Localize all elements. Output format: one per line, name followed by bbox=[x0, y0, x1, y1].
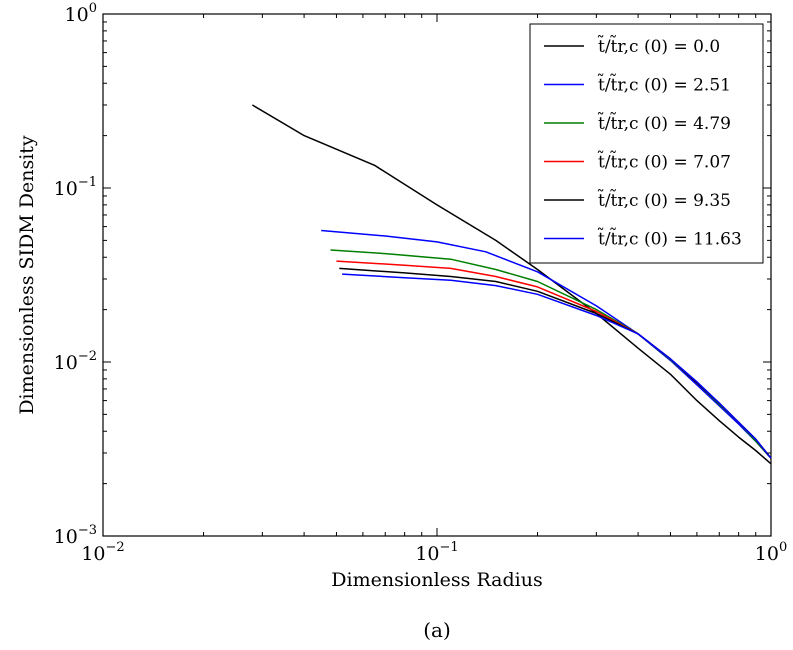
legend-entry: t̃/t̃r,c (0) = 0.0 bbox=[597, 35, 720, 57]
legend-entry: t̃/t̃r,c (0) = 7.07 bbox=[597, 151, 731, 173]
series-line-1 bbox=[252, 104, 772, 465]
legend-entry: t̃/t̃r,c (0) = 4.79 bbox=[597, 112, 731, 134]
legend-box bbox=[529, 23, 764, 264]
legend-entry: t̃/t̃r,c (0) = 9.35 bbox=[597, 189, 731, 211]
figure-caption: (a) bbox=[423, 618, 451, 642]
series-line-6 bbox=[342, 273, 772, 459]
x-tick-label: 100 bbox=[755, 540, 787, 565]
legend: t̃/t̃r,c (0) = 0.0 t̃/t̃r,c (0) = 2.51 t̃/… bbox=[529, 23, 764, 264]
x-tick-label: 10−2 bbox=[81, 540, 124, 565]
x-axis-title: Dimensionless Radius bbox=[331, 569, 542, 591]
legend-entry: t̃/t̃r,c (0) = 11.63 bbox=[597, 228, 742, 250]
y-tick-label: 10−3 bbox=[54, 523, 97, 548]
legend-entry: t̃/t̃r,c (0) = 2.51 bbox=[597, 74, 731, 96]
y-tick-label: 10−2 bbox=[54, 349, 97, 374]
x-tick-label: 10−1 bbox=[415, 540, 458, 565]
series-layer bbox=[252, 104, 772, 465]
y-tick-label: 100 bbox=[65, 1, 97, 26]
y-tick-label: 10−1 bbox=[54, 175, 97, 200]
y-axis-title: Dimensionless SIDM Density bbox=[16, 135, 38, 415]
